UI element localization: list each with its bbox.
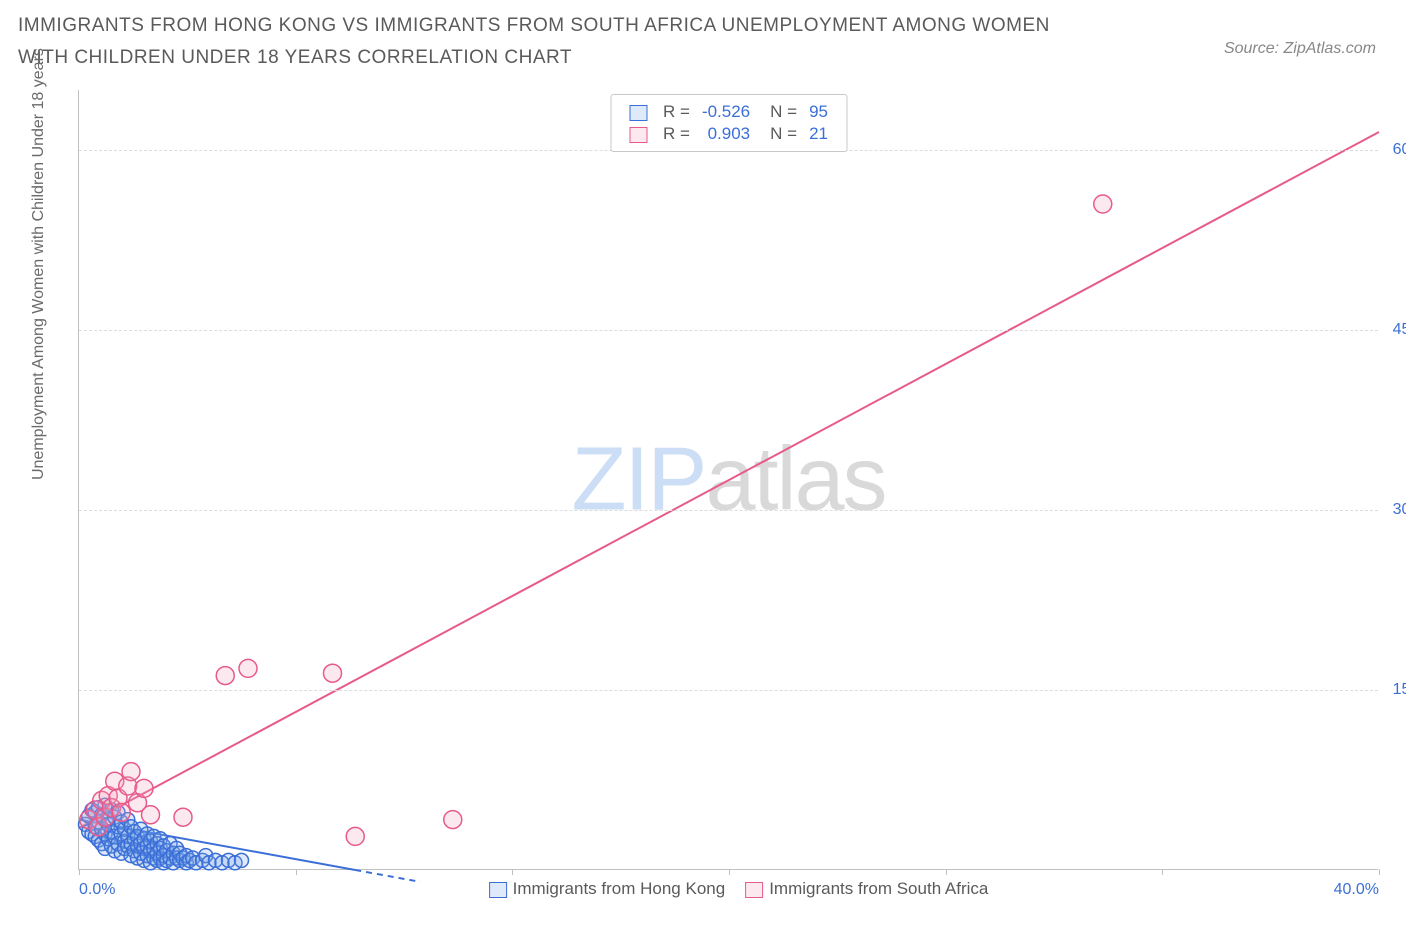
- source-attribution: Source: ZipAtlas.com: [1224, 40, 1376, 58]
- series-legend: Immigrants from Hong Kong Immigrants from…: [469, 879, 989, 899]
- data-point-sa: [135, 779, 153, 797]
- gridline: [79, 690, 1378, 691]
- data-point-sa: [174, 808, 192, 826]
- legend-row-sa: R =0.903N =21: [623, 123, 834, 145]
- gridline: [79, 510, 1378, 511]
- correlation-legend: R =-0.526N =95R =0.903N =21: [610, 94, 847, 152]
- legend-label-sa: Immigrants from South Africa: [769, 879, 988, 898]
- y-tick-label: 45.0%: [1393, 321, 1406, 339]
- data-point-sa: [1094, 195, 1112, 213]
- y-tick-label: 30.0%: [1393, 501, 1406, 519]
- data-point-sa: [444, 811, 462, 829]
- gridline: [79, 330, 1378, 331]
- x-tick-label: 0.0%: [79, 881, 115, 899]
- x-tick-mark: [1379, 869, 1380, 875]
- data-point-hk: [235, 853, 249, 867]
- chart-plot-area: R =-0.526N =95R =0.903N =21 ZIPatlas Imm…: [78, 90, 1378, 870]
- data-point-sa: [142, 806, 160, 824]
- x-tick-mark: [79, 869, 80, 875]
- plot-svg: [79, 90, 1378, 869]
- data-point-sa: [346, 827, 364, 845]
- y-tick-label: 60.0%: [1393, 141, 1406, 159]
- legend-swatch-hk: [489, 882, 507, 898]
- x-tick-mark: [296, 869, 297, 875]
- data-point-sa: [112, 803, 130, 821]
- data-point-sa: [239, 659, 257, 677]
- x-tick-mark: [729, 869, 730, 875]
- trend-line-sa: [79, 132, 1379, 828]
- x-tick-mark: [512, 869, 513, 875]
- data-point-sa: [216, 667, 234, 685]
- legend-swatch-sa: [745, 882, 763, 898]
- x-tick-mark: [1162, 869, 1163, 875]
- data-point-sa: [324, 664, 342, 682]
- chart-title: IMMIGRANTS FROM HONG KONG VS IMMIGRANTS …: [18, 10, 1098, 75]
- y-tick-label: 15.0%: [1393, 681, 1406, 699]
- trend-line-hk-ext: [355, 870, 420, 882]
- legend-row-hk: R =-0.526N =95: [623, 101, 834, 123]
- x-tick-mark: [946, 869, 947, 875]
- x-tick-label: 40.0%: [1334, 881, 1379, 899]
- data-point-sa: [122, 763, 140, 781]
- legend-label-hk: Immigrants from Hong Kong: [513, 879, 726, 898]
- y-axis-label: Unemployment Among Women with Children U…: [30, 48, 48, 480]
